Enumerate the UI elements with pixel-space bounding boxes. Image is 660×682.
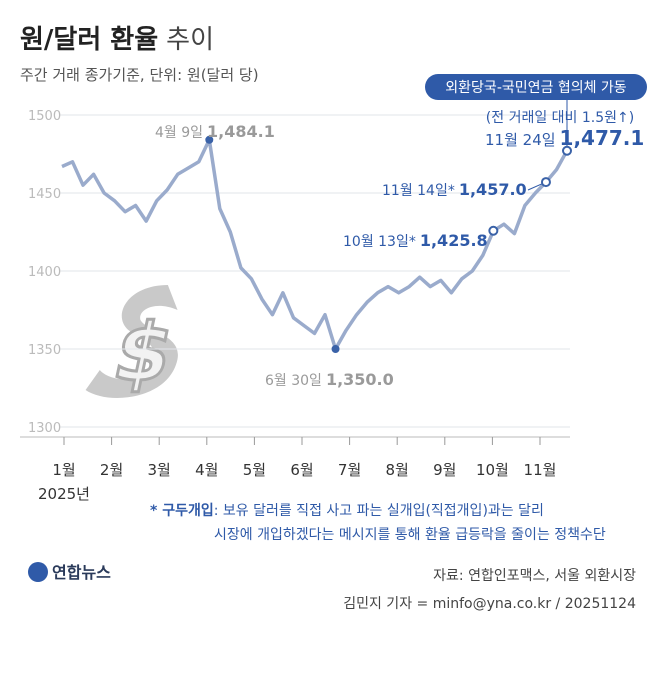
event-note: (전 거래일 대비 1.5원↑) <box>486 110 634 126</box>
credit: 김민지 기자 = minfo@yna.co.kr / 20251124 <box>343 596 636 612</box>
annotation: 11월 24일 1,477.1 <box>485 126 644 150</box>
x-tick-sublabel: 2025년 <box>38 485 90 503</box>
x-tick-label: 10월 <box>476 461 509 479</box>
annotation-label: 11월 24일 <box>485 131 556 149</box>
annotation: 6월 30일 1,350.0 <box>265 370 394 389</box>
footnote-term: * 구두개입 <box>150 503 214 519</box>
event-badge <box>425 74 647 100</box>
annotation: 10월 13일* 1,425.8 <box>343 231 488 250</box>
y-tick-label: 1500 <box>28 109 61 124</box>
chart-title: 원/달러 환율 추이 <box>20 25 214 55</box>
annotation-value: 1,457.0 <box>459 180 527 199</box>
annotation: 4월 9일 1,484.1 <box>155 122 275 141</box>
y-tick-label: 1400 <box>28 265 61 280</box>
annotation-value: 1,477.1 <box>560 126 645 150</box>
marker <box>488 225 499 236</box>
x-tick-label: 2월 <box>100 461 123 479</box>
annotation-value: 1,484.1 <box>207 122 275 141</box>
marker <box>540 177 551 188</box>
x-tick-label: 11월 <box>524 461 557 479</box>
marker <box>562 145 572 156</box>
footnote-line: : 보유 달러를 직접 사고 파는 실개입(직접개입)과는 달리 <box>214 503 544 519</box>
logo-text: 연합뉴스 <box>52 563 111 582</box>
annotation-value: 1,425.8 <box>420 231 488 250</box>
x-tick-label: 4월 <box>195 461 218 479</box>
footnote: * 구두개입: 보유 달러를 직접 사고 파는 실개입(직접개입)과는 달리 <box>150 503 544 519</box>
x-tick-label: 9월 <box>433 461 456 479</box>
annotation-label: 10월 13일* <box>343 234 416 250</box>
title-main: 원/달러 환율 <box>20 25 158 55</box>
footnote-line: 시장에 개입하겠다는 메시지를 통해 환율 급등락을 줄이는 정책수단 <box>214 527 606 543</box>
x-tick-label: 3월 <box>148 461 171 479</box>
title-suffix: 추이 <box>166 25 214 55</box>
annotation-label: 6월 30일 <box>265 373 322 389</box>
x-tick-label: 7월 <box>338 461 361 479</box>
logo-mark <box>28 562 48 582</box>
y-tick-label: 1300 <box>28 421 61 436</box>
y-tick-label: 1350 <box>28 343 61 358</box>
source: 자료: 연합인포맥스, 서울 외환시장 <box>433 568 636 584</box>
annotation-label: 4월 9일 <box>155 125 203 141</box>
annotation: 11월 14일* 1,457.0 <box>382 180 527 199</box>
x-tick-label: 1월 <box>52 461 75 479</box>
line <box>61 138 569 351</box>
annotation-label: 11월 14일* <box>382 183 455 199</box>
marker <box>331 345 340 353</box>
subtitle: 주간 거래 종가기준, 단위: 원(달러 당) <box>20 66 259 84</box>
marker <box>205 135 214 144</box>
x-tick-label: 5월 <box>243 461 266 479</box>
y-tick-label: 1450 <box>28 187 61 202</box>
x-tick-label: 8월 <box>386 461 409 479</box>
event-badge-text: 외환당국-국민연금 협의체 가동 <box>445 80 627 96</box>
annotation-value: 1,350.0 <box>326 370 394 389</box>
x-tick-label: 6월 <box>290 461 313 479</box>
